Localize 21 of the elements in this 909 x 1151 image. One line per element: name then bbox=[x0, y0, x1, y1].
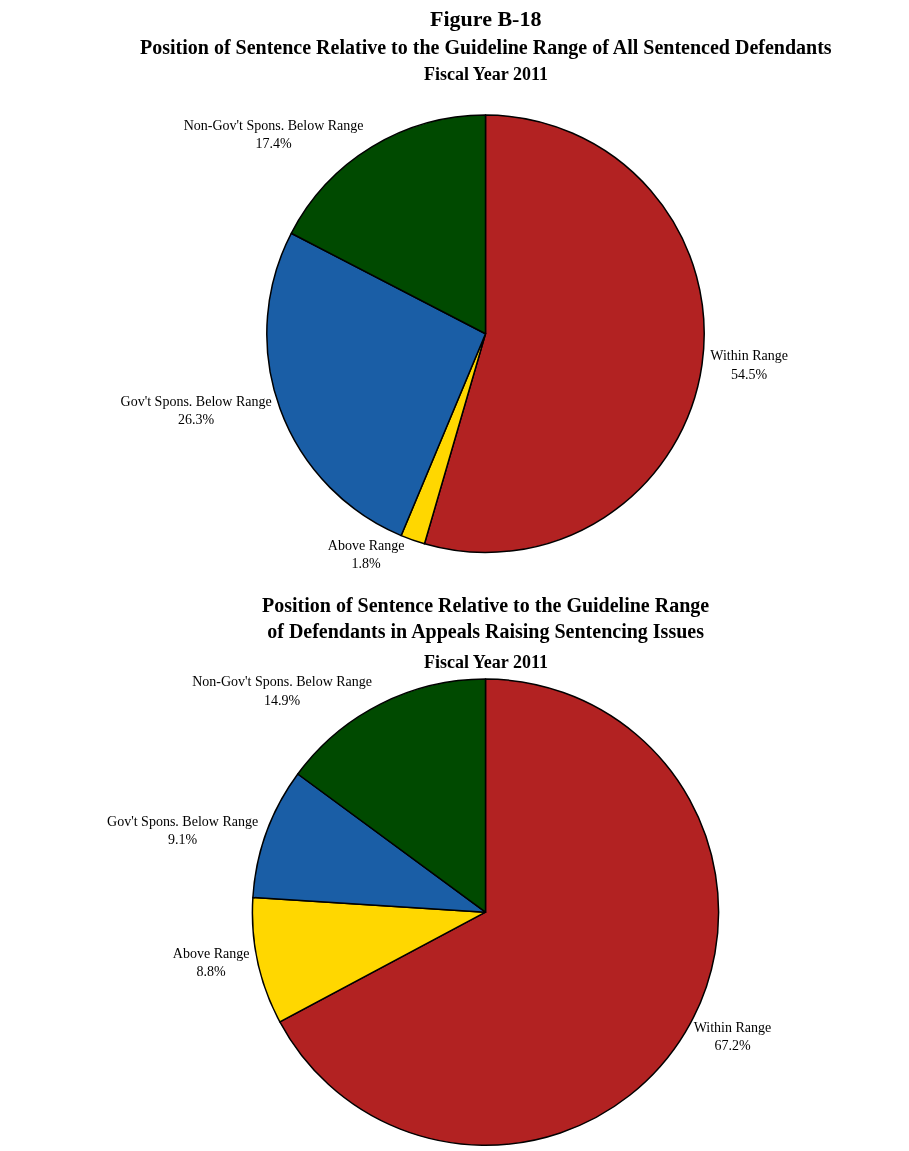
chart-title: Position of Sentence Relative to the Guideline Range of All Sentenced Defendants bbox=[140, 36, 832, 59]
slice-label: Gov't Spons. Below Range bbox=[120, 393, 272, 409]
slice-label: Within Range bbox=[710, 348, 788, 364]
slice-label: Above Range bbox=[172, 945, 250, 961]
slice-label: Gov't Spons. Below Range bbox=[107, 813, 259, 829]
data-label: 14.9% bbox=[264, 692, 301, 708]
data-label: 54.5% bbox=[731, 366, 768, 382]
slice-label: Non-Gov't Spons. Below Range bbox=[192, 674, 373, 690]
data-label: 9.1% bbox=[168, 832, 198, 848]
data-label: 17.4% bbox=[255, 136, 293, 152]
text: Figure B-18 bbox=[430, 6, 542, 31]
data-label: 67.2% bbox=[714, 1038, 751, 1054]
data-label: 1.8% bbox=[351, 556, 382, 572]
chart-title: Position of Sentence Relative to the Guideline Range of Defendants in Appeals Raising Sentencing Issues bbox=[262, 594, 710, 643]
data-label: 8.8% bbox=[196, 963, 227, 979]
chart-subtitle: Fiscal Year 2011 bbox=[424, 652, 548, 672]
slice-label: Within Range bbox=[693, 1019, 772, 1035]
chart-subtitle: Fiscal Year 2011 bbox=[424, 64, 548, 84]
data-label: 26.3% bbox=[178, 412, 215, 428]
slice-label: Non-Gov't Spons. Below Range bbox=[183, 118, 364, 134]
slice-label: Above Range bbox=[327, 538, 405, 554]
